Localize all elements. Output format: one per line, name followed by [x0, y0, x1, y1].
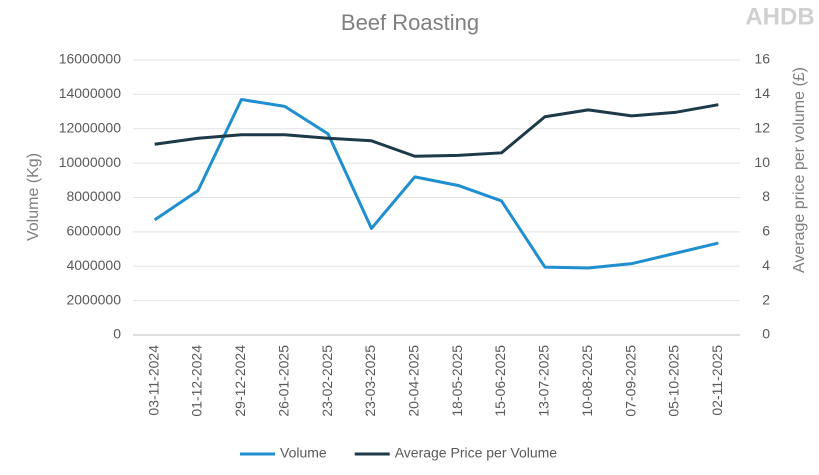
y-tick-label: 14000000	[59, 85, 122, 101]
y-tick-label: 2000000	[66, 291, 121, 307]
y2-tick-label: 4	[762, 257, 770, 273]
y2-tick-label: 10	[754, 154, 770, 170]
x-tick-label: 13-07-2025	[536, 345, 552, 417]
x-tick-label: 18-05-2025	[449, 345, 465, 417]
y2-tick-label: 12	[754, 119, 770, 135]
y-axis-title: Volume (Kg)	[25, 153, 42, 241]
x-tick-label: 23-03-2025	[362, 345, 378, 417]
y2-tick-label: 8	[762, 188, 770, 204]
legend-label: Average Price per Volume	[395, 445, 558, 461]
y2-axis-title: Average price per volume (£)	[791, 67, 808, 273]
y2-tick-label: 14	[754, 85, 770, 101]
x-tick-label: 29-12-2024	[232, 345, 248, 417]
y-tick-label: 10000000	[59, 154, 122, 170]
chart-title: Beef Roasting	[341, 10, 479, 35]
y-tick-label: 16000000	[59, 51, 122, 67]
y2-tick-label: 0	[762, 326, 770, 342]
y-tick-label: 6000000	[66, 223, 121, 239]
series-line	[154, 103, 719, 158]
x-tick-label: 23-02-2025	[319, 345, 335, 417]
x-tick-label: 10-08-2025	[579, 345, 595, 417]
y-tick-label: 12000000	[59, 119, 122, 135]
x-tick-label: 07-09-2025	[622, 345, 638, 417]
x-tick-label: 26-01-2025	[275, 345, 291, 417]
y2-tick-label: 6	[762, 223, 770, 239]
x-tick-label: 15-06-2025	[492, 345, 508, 417]
y-tick-label: 8000000	[66, 188, 121, 204]
x-tick-label: 01-12-2024	[189, 345, 205, 417]
series-line	[153, 98, 719, 270]
y-tick-label: 0	[113, 326, 121, 342]
y-tick-label: 4000000	[66, 257, 121, 273]
x-tick-label: 03-11-2024	[145, 345, 161, 416]
x-tick-label: 05-10-2025	[666, 345, 682, 417]
y2-tick-label: 2	[762, 291, 770, 307]
legend-label: Volume	[280, 445, 327, 461]
x-tick-label: 02-11-2025	[709, 345, 725, 416]
y2-tick-label: 16	[754, 51, 770, 67]
logo: AHDB	[745, 3, 814, 30]
x-tick-label: 20-04-2025	[406, 345, 422, 417]
